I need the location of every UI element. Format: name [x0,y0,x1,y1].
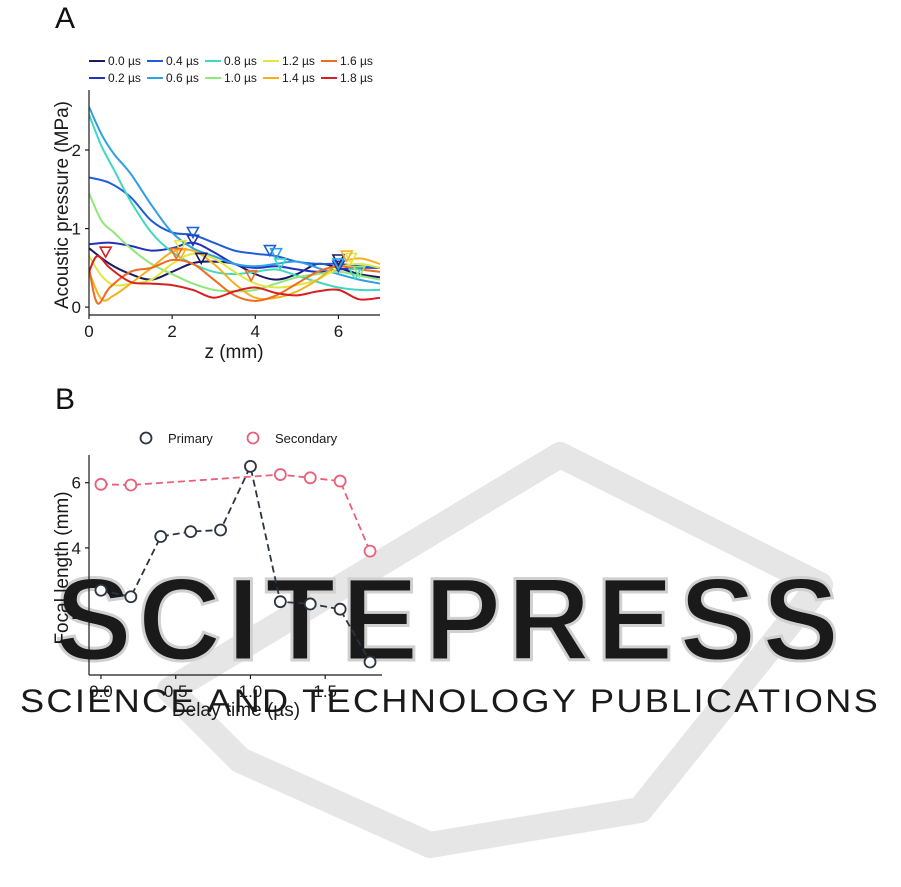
panel-a-letter: A [55,2,75,35]
data-point-secondary [94,477,108,491]
panel-b-ytick-label: 6 [72,474,81,493]
data-point-primary [184,525,198,538]
data-point-secondary [303,471,317,485]
peak-marker-5-0 [352,265,367,279]
panel-b-chart: 0.0 0.5 1.0 1.5 2 4 6 [72,455,382,701]
peak-marker-3-0 [269,247,283,261]
panel-a-series-group [89,106,380,305]
panel-a-ytick-label: 2 [72,141,81,160]
panel-a-legend: 0.0 µs 0.2 µs 0.4 µs 0.6 µs 0.8 µs 1.0 µs 1.2 … [89,54,373,85]
data-point-primary [303,597,317,611]
panel-a-plot-area [89,106,380,305]
panel-b-xtick-label: 0.5 [164,682,188,701]
panel-b-ylabel: Focal length (mm) [52,491,73,644]
panel-b-xtick-label: 1.0 [239,682,263,701]
peak-marker-8-1 [244,269,258,283]
peak-marker-0-1 [331,254,346,267]
data-point-primary [124,590,138,604]
panel-a-xtick-label: 4 [251,322,260,341]
panel-b-xtick-label: 0.0 [89,682,113,701]
peak-marker-8-0 [169,247,184,261]
data-point-primary [154,530,168,543]
watermark-emblem-outline [157,442,833,858]
series-line-9 [89,255,380,301]
legend-label-4: 0.8 µs [224,54,257,68]
data-point-secondary [273,468,287,481]
legend-label-secondary: Secondary [275,431,338,446]
panel-b-legend: Primary Secondary [139,431,338,446]
legend-label-0: 0.0 µs [108,54,141,68]
data-point-primary [273,595,287,609]
series-line-7 [89,248,380,302]
legend-marker-secondary [246,431,260,445]
peak-marker-6-0 [173,240,188,253]
panel-b-ytick-label: 4 [72,539,81,558]
panel-b-xtick-label: 1.5 [313,682,337,701]
panel-a-ytick-label: 1 [72,220,81,239]
series-line-3 [89,106,380,285]
data-point-secondary [333,474,347,488]
peak-marker-9-0 [98,246,113,259]
legend-label-2: 0.4 µs [166,54,199,68]
panel-a-xtick-label: 2 [167,322,176,341]
legend-label-3: 0.6 µs [166,71,199,85]
series-line-primary [100,463,371,663]
series-line-5 [89,192,380,293]
panel-a-xlabel: z (mm) [204,342,263,363]
legend-label-1: 0.2 µs [108,71,141,85]
watermark-tagline: SCIENCE AND TECHNOLOGY PUBLICATIONS [20,683,880,719]
data-point-primary [94,583,108,597]
panel-b-ytick-label: 2 [72,604,81,623]
watermark-logotype: SCITEPRESS [55,554,845,686]
panel-a-chart: 0 2 4 6 0 1 2 [72,90,380,341]
legend-label-primary: Primary [168,431,213,446]
peak-marker-1-1 [331,260,346,273]
legend-label-7: 1.4 µs [282,71,315,85]
peak-marker-2-0 [186,226,200,240]
data-point-secondary [124,478,138,492]
series-line-secondary [100,473,371,552]
data-point-primary [363,655,377,669]
panel-a-ytick-label: 0 [72,298,81,317]
panel-b-xlabel: Delay time (µs) [172,700,300,721]
series-line-6 [89,252,380,289]
data-point-secondary [363,544,377,558]
data-point-primary [244,460,257,473]
legend-label-6: 1.2 µs [282,54,315,68]
peak-marker-7-1 [339,250,354,263]
legend-marker-primary [139,431,153,445]
data-point-primary [214,523,227,537]
series-line-8 [89,258,380,305]
series-line-2 [89,176,380,269]
panel-a-xtick-label: 6 [334,322,343,341]
panel-a-ylabel: Acoustic pressure (MPa) [52,101,73,309]
legend-label-8: 1.6 µs [340,54,373,68]
panel-a-xtick-label: 0 [84,322,93,341]
peak-marker-3-1 [331,258,346,271]
peak-marker-1-0 [186,234,200,248]
legend-label-5: 1.0 µs [224,71,257,85]
peak-marker-2-1 [262,244,277,258]
peak-marker-0-0 [194,252,209,266]
panel-b-letter: B [55,383,75,416]
peak-marker-4-0 [273,258,288,271]
data-point-primary [333,602,347,616]
legend-label-9: 1.8 µs [340,71,373,85]
